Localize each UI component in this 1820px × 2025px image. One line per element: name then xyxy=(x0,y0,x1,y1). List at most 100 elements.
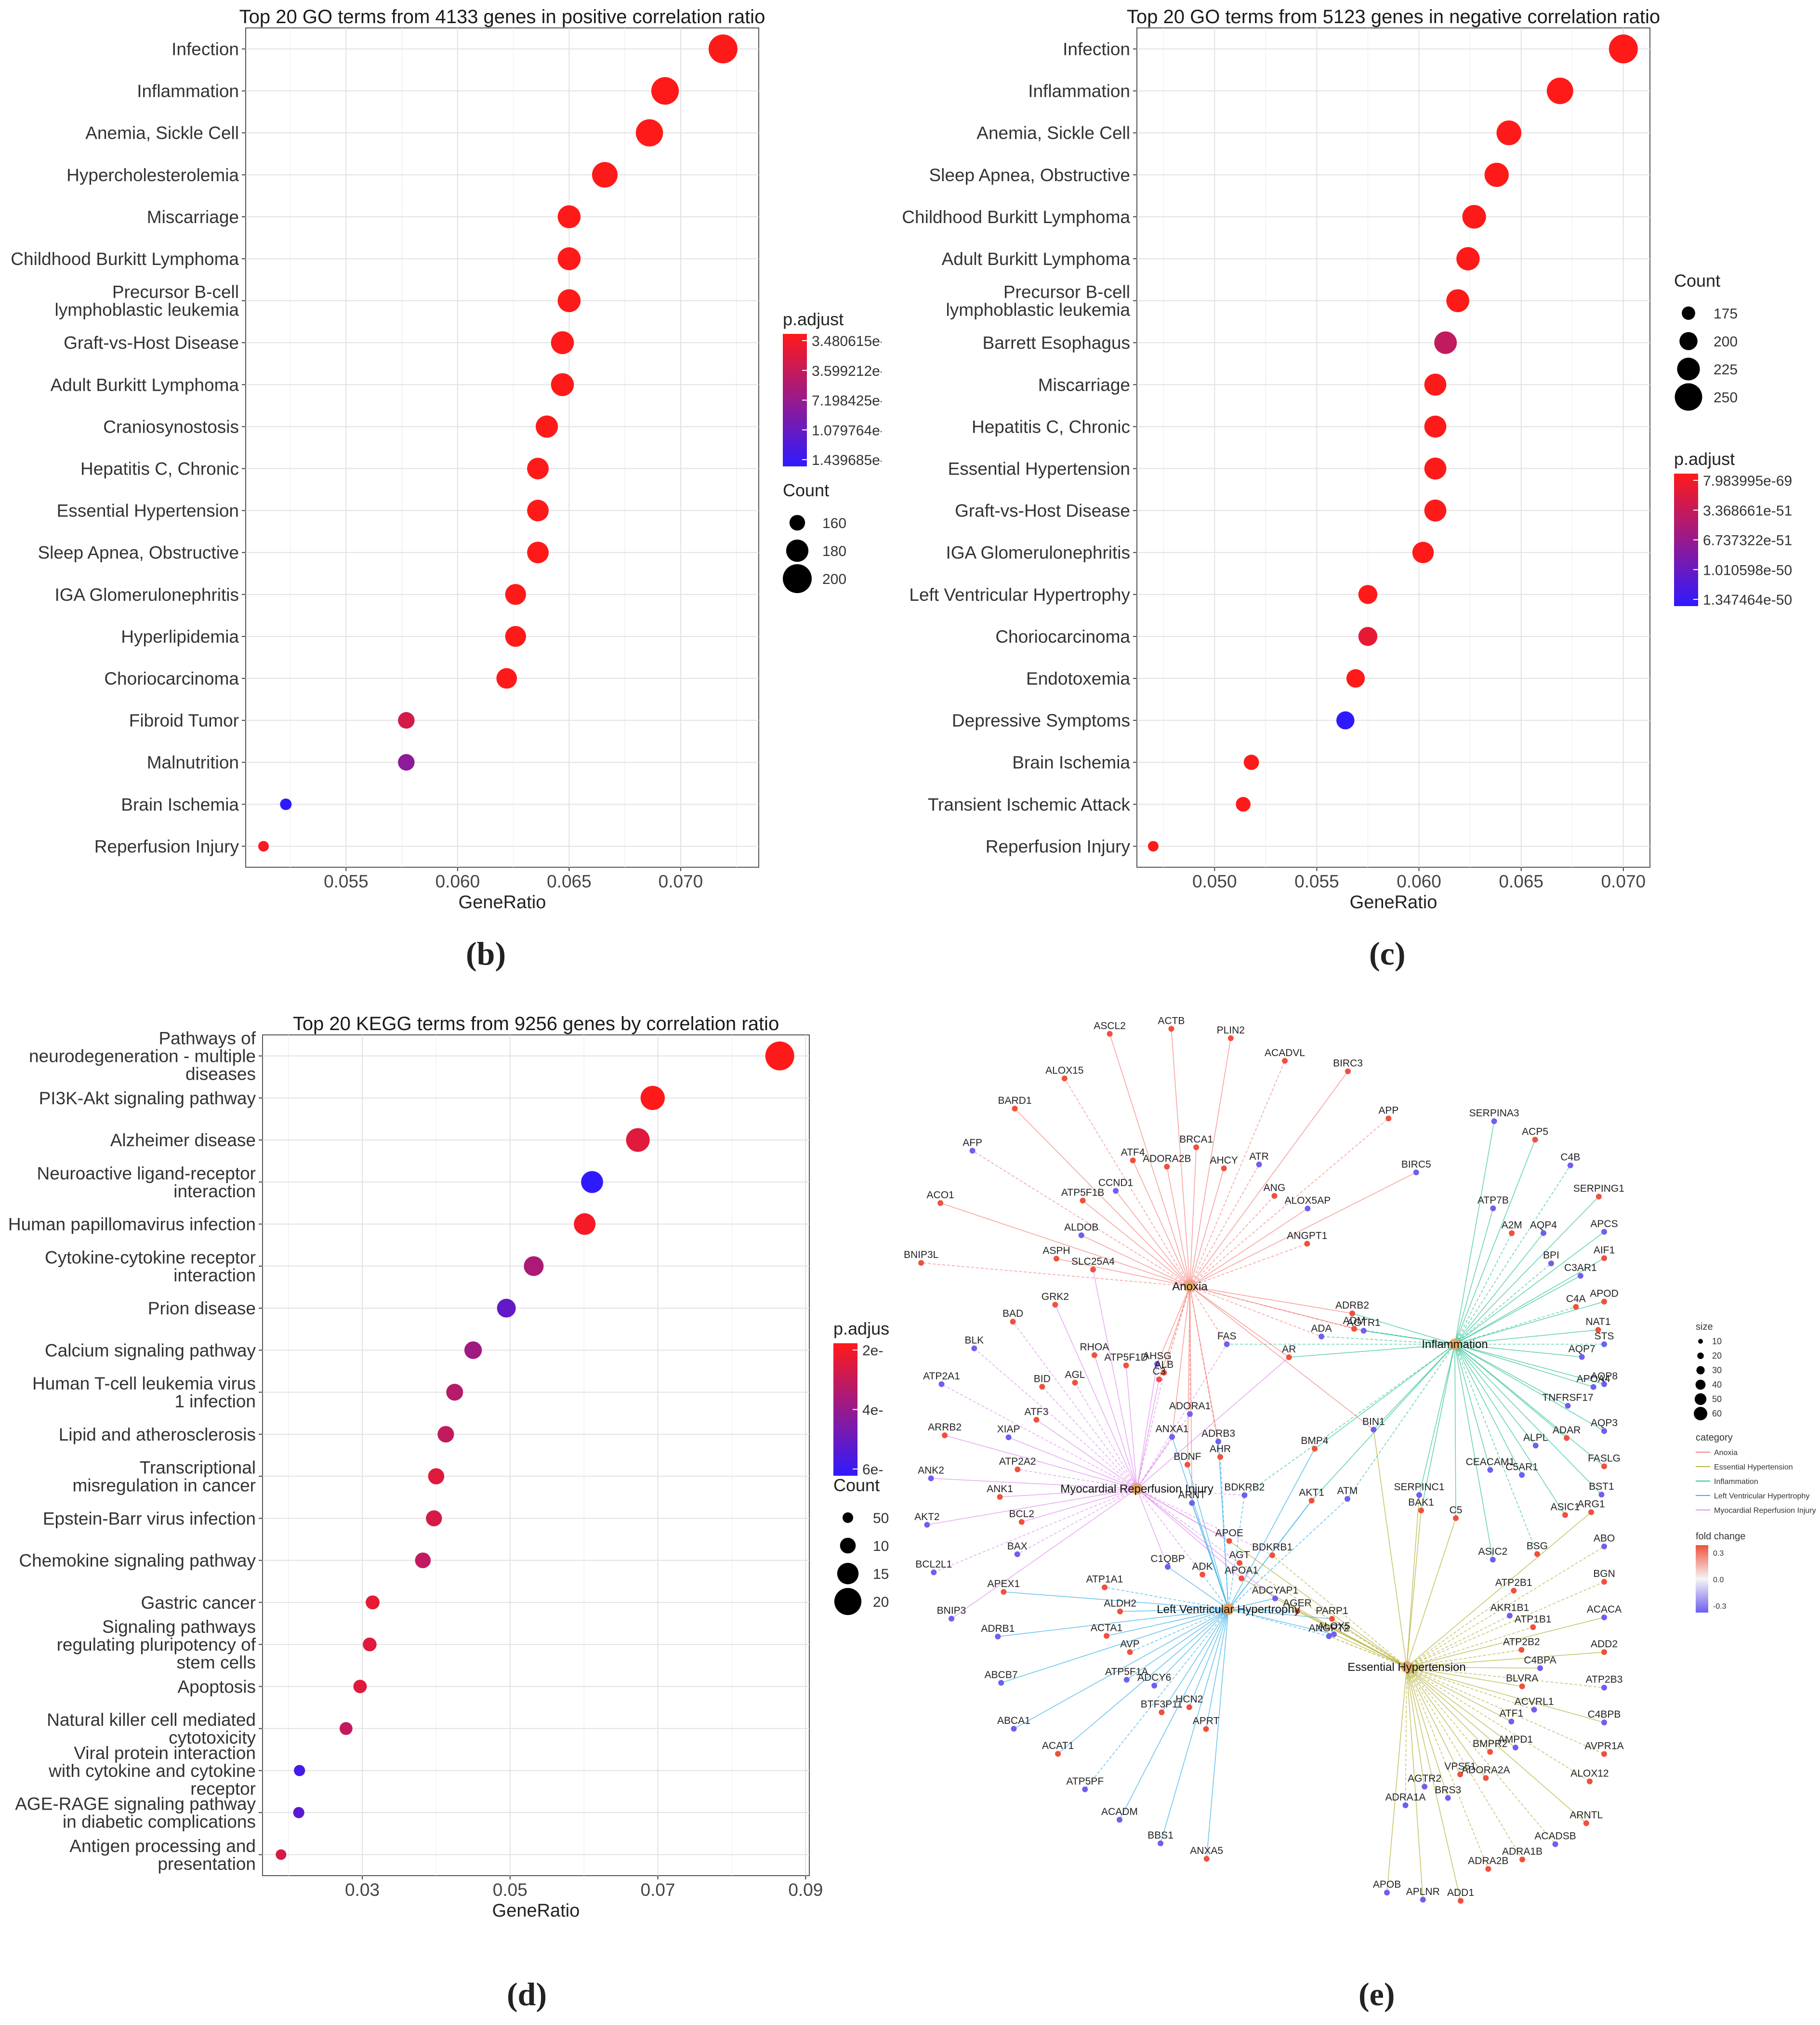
network-edge xyxy=(1189,1286,1219,1442)
gene-label: ASPH xyxy=(1042,1245,1070,1256)
gene-label: ANK1 xyxy=(987,1483,1013,1495)
gene-node xyxy=(1573,1304,1579,1310)
data-point xyxy=(536,415,558,438)
gene-node xyxy=(1256,1161,1262,1167)
caption-b: (b) xyxy=(466,935,506,972)
category-label-line: Prion disease xyxy=(148,1298,256,1318)
category-label: Gastric cancer xyxy=(141,1593,256,1613)
category-label-line: Choriocarcinoma xyxy=(104,669,239,688)
network-edge xyxy=(1136,1488,1273,1556)
network-edge xyxy=(1406,1667,1605,1755)
gene-node xyxy=(1161,1370,1167,1376)
chart-b: Top 20 GO terms from 4133 genes in posit… xyxy=(0,0,885,930)
gene-node xyxy=(1487,1749,1493,1755)
gene-node xyxy=(1402,1802,1409,1808)
gene-label: ATF4 xyxy=(1121,1147,1145,1158)
gene-label: AMPD1 xyxy=(1498,1734,1533,1745)
gene-label: ANXA1 xyxy=(1156,1423,1189,1434)
gene-label: RHOA xyxy=(1080,1342,1109,1353)
x-tick-label: 0.09 xyxy=(788,1880,823,1900)
network-edge xyxy=(1082,1200,1190,1287)
network-edge xyxy=(1406,1617,1605,1668)
gene-label: ARG1 xyxy=(1577,1499,1605,1510)
data-point xyxy=(497,1298,516,1318)
plot-panel xyxy=(262,1034,810,1876)
gene-node xyxy=(1601,1298,1607,1305)
category-label-line: Left Ventricular Hypertrophy xyxy=(909,585,1130,605)
gene-label: ACTB xyxy=(1158,1015,1185,1026)
gene-node xyxy=(1237,1560,1242,1566)
gene-label: ASIC2 xyxy=(1478,1546,1507,1557)
gene-node xyxy=(1601,1684,1607,1691)
gene-node xyxy=(931,1569,937,1575)
gene-label: C4B xyxy=(1560,1152,1580,1163)
network-edge xyxy=(1454,1233,1512,1345)
size-legend-label: 50 xyxy=(873,1510,889,1526)
data-point xyxy=(581,1171,603,1193)
data-point xyxy=(1424,415,1447,438)
gene-label: ADRA2B xyxy=(1468,1855,1508,1866)
data-point xyxy=(574,1213,596,1235)
category-label-line: Miscarriage xyxy=(1038,375,1130,395)
category-label: Neuroactive ligand-receptor interaction xyxy=(37,1164,256,1201)
network-edge xyxy=(1454,1344,1602,1495)
category-label: Anemia, Sickle Cell xyxy=(976,123,1130,143)
network-edge xyxy=(1406,1667,1605,1723)
network-edge xyxy=(1187,1286,1190,1465)
fold-legend-label: -0.3 xyxy=(1713,1602,1727,1611)
gene-label: AHSG xyxy=(1143,1350,1172,1362)
category-label-line: Epstein-Barr virus infection xyxy=(43,1509,256,1528)
gene-node xyxy=(1360,1328,1367,1334)
category-label-line: Fibroid Tumor xyxy=(129,711,239,730)
network-edge xyxy=(1125,1365,1137,1489)
gene-label: ALDOB xyxy=(1064,1222,1098,1233)
category-label-line: Adult Burkitt Lymphoma xyxy=(942,249,1131,269)
data-point xyxy=(415,1552,431,1568)
data-point xyxy=(1346,669,1365,688)
network-edge xyxy=(1189,1038,1231,1287)
network-edge xyxy=(1132,1160,1190,1287)
network-edge xyxy=(1064,1078,1190,1287)
network-edge xyxy=(1126,1609,1229,1680)
network-edge xyxy=(1406,1510,1422,1668)
size-legend-label: 60 xyxy=(1712,1409,1722,1418)
category-label: Calcium signaling pathway xyxy=(45,1340,256,1360)
data-point xyxy=(592,162,618,188)
category-label-line: Alzheimer disease xyxy=(110,1130,256,1150)
category-label-line: Lipid and atherosclerosis xyxy=(59,1425,256,1444)
network-edge xyxy=(1454,1275,1581,1345)
gene-label: ATP2B3 xyxy=(1586,1674,1623,1685)
gene-node xyxy=(1518,1647,1525,1653)
network-edge xyxy=(1454,1306,1576,1345)
network-edge xyxy=(1454,1344,1491,1470)
gene-label: SERPINA3 xyxy=(1469,1108,1519,1119)
size-legend-dot xyxy=(783,564,812,593)
network-edge xyxy=(1454,1165,1571,1345)
gene-node xyxy=(1540,1230,1546,1236)
x-tick-label: 0.07 xyxy=(641,1880,675,1900)
gene-label: BMPR2 xyxy=(1473,1738,1507,1749)
gene-label: BGN xyxy=(1593,1568,1615,1579)
category-hub xyxy=(1449,1338,1461,1350)
category-label-line: Sleep Apnea, Obstructive xyxy=(38,543,239,563)
network-edge xyxy=(1191,1503,1229,1610)
network-edge xyxy=(1017,1469,1137,1489)
gene-node xyxy=(1239,1575,1244,1581)
gene-label: AHCY xyxy=(1210,1155,1238,1166)
category-label: Precursor B-cell lymphoblastic leukemia xyxy=(54,282,239,320)
network-edge xyxy=(1136,1488,1276,1599)
network-edge xyxy=(972,1150,1190,1287)
category-label-line: misregulation in cancer xyxy=(73,1476,256,1496)
gene-label: ARRB2 xyxy=(928,1422,962,1433)
category-hub-label: Myocardial Reperfusion Injury xyxy=(1060,1482,1213,1496)
category-label: Hypercholesterolemia xyxy=(66,165,239,185)
category-label-line: Neuroactive ligand-receptor xyxy=(37,1164,256,1183)
network-edge xyxy=(1454,1121,1495,1345)
gene-label: BRS3 xyxy=(1435,1785,1461,1796)
network-edge xyxy=(1014,1108,1190,1287)
category-label: Apoptosis xyxy=(178,1677,256,1696)
category-label: Lipid and atherosclerosis xyxy=(59,1425,256,1444)
x-tick-label: 0.060 xyxy=(1397,872,1441,891)
gene-label: AFP xyxy=(963,1137,982,1148)
network-edge xyxy=(1136,1363,1158,1489)
